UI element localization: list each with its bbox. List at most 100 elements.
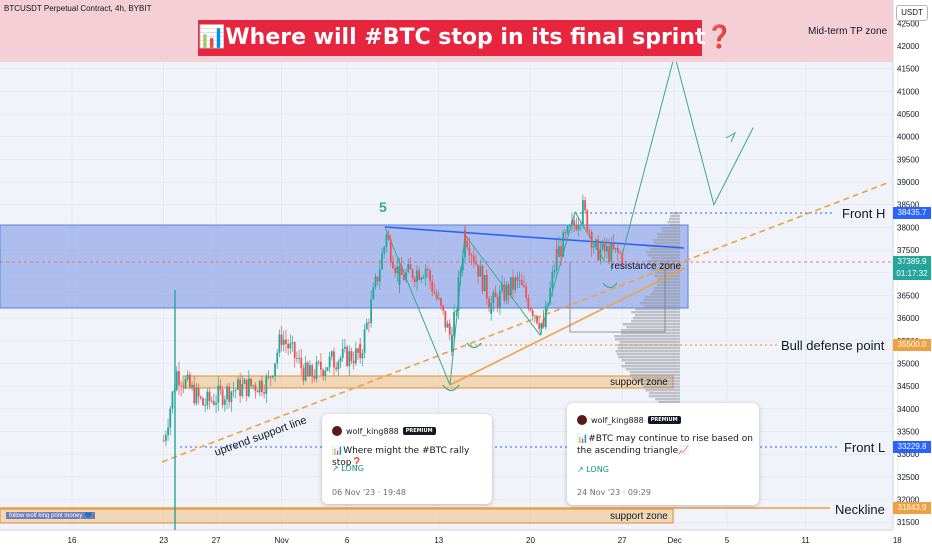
projection-path xyxy=(621,53,754,255)
candle-body xyxy=(230,391,233,402)
volume-profile-bar xyxy=(653,239,680,242)
time-tick-label: 6 xyxy=(345,536,350,545)
volume-profile-bar xyxy=(653,287,680,290)
candle-body xyxy=(322,369,324,376)
front-h-price-tag: 38435.7 xyxy=(893,207,931,219)
candle-body xyxy=(592,246,595,248)
candle-body xyxy=(420,277,423,280)
candle-body xyxy=(213,400,215,405)
volume-profile-bar xyxy=(667,221,680,224)
candle-body xyxy=(540,323,543,329)
candle-body xyxy=(389,239,392,262)
candle-body xyxy=(335,367,338,370)
idea-author[interactable]: wolf_king888 xyxy=(591,415,644,425)
candle-body xyxy=(494,292,497,297)
idea-card-1[interactable]: wolf_king888 PREMIUM 📊Where might the #B… xyxy=(322,414,492,504)
candle-body xyxy=(167,427,169,436)
candle-body xyxy=(499,291,501,308)
volume-profile-bar xyxy=(617,344,680,347)
avatar xyxy=(577,415,587,425)
price-tick-label: 42000 xyxy=(897,42,920,51)
candle-body xyxy=(422,277,425,279)
candle-body xyxy=(599,249,602,261)
candle-body xyxy=(424,269,427,271)
candle-body xyxy=(479,265,482,277)
candle-body xyxy=(271,375,274,378)
candle-body xyxy=(348,351,351,367)
candle-body xyxy=(298,357,300,359)
candle-body xyxy=(368,322,370,324)
price-tick-label: 33500 xyxy=(897,427,920,436)
volume-profile-bar xyxy=(621,329,680,332)
candle-body xyxy=(571,220,573,226)
candle-body xyxy=(363,329,366,354)
volume-profile-bar xyxy=(639,302,680,305)
candle-body xyxy=(551,272,554,288)
candle-body xyxy=(396,266,399,274)
candle-body xyxy=(503,284,506,301)
idea-card-2[interactable]: wolf_king888 PREMIUM 📊#BTC may continue … xyxy=(567,403,759,505)
idea-author[interactable]: wolf_king888 xyxy=(346,426,399,436)
follow-banner[interactable]: follow wolf king print money 💙 xyxy=(6,512,95,519)
candle-body xyxy=(536,315,538,324)
volume-profile-bar xyxy=(625,362,680,365)
candle-body xyxy=(544,305,547,328)
volume-profile-bar xyxy=(631,311,680,314)
price-tick-label: 39000 xyxy=(897,178,920,187)
candle-body xyxy=(518,279,521,281)
candle-body xyxy=(219,385,222,390)
idea-author-row: wolf_king888 PREMIUM xyxy=(577,415,681,425)
bull-defense-price-tag: 35500.0 xyxy=(893,339,931,351)
candle-body xyxy=(426,269,429,271)
volume-profile-bar xyxy=(634,314,680,317)
candle-body xyxy=(437,298,440,299)
candle-body xyxy=(512,277,514,290)
volume-profile-bar xyxy=(631,377,680,380)
candle-body xyxy=(603,241,606,252)
candle-body xyxy=(440,298,442,306)
currency-selector[interactable]: USDT xyxy=(896,5,928,21)
candle-body xyxy=(234,389,237,391)
price-tick-label: 33000 xyxy=(897,450,920,459)
candle-body xyxy=(601,241,604,250)
candle-body xyxy=(193,384,196,404)
candle-body xyxy=(472,255,475,263)
candle-body xyxy=(608,246,610,262)
time-tick-label: 23 xyxy=(159,536,168,545)
volume-profile-bar xyxy=(658,401,680,404)
volume-profile-bar xyxy=(643,299,680,302)
avatar xyxy=(332,426,342,436)
ascending-support-line xyxy=(449,267,686,386)
candle-body xyxy=(621,253,624,264)
idea-title[interactable]: 📊Where might the #BTC rally stop❓ xyxy=(332,446,470,468)
bull-defense-label: Bull defense point xyxy=(781,338,885,353)
volume-profile-bar xyxy=(645,389,680,392)
candle-body xyxy=(446,323,449,328)
candle-body xyxy=(392,261,394,269)
candle-body xyxy=(573,220,576,226)
volume-profile-bar xyxy=(646,251,680,254)
time-tick-label: 13 xyxy=(434,536,443,545)
front-l-price-tag: 33229.8 xyxy=(893,441,931,453)
volume-profile-bar xyxy=(635,308,680,311)
candle-body xyxy=(490,303,493,314)
candle-body xyxy=(381,253,383,270)
volume-profile-bar xyxy=(649,392,680,395)
candle-body xyxy=(215,402,217,405)
candle-body xyxy=(407,264,410,273)
volume-profile-bar xyxy=(617,347,680,350)
candle-body xyxy=(217,385,220,403)
volume-profile-bar xyxy=(662,230,680,233)
candle-body xyxy=(180,385,183,387)
candle-body xyxy=(435,293,438,299)
candle-body xyxy=(280,334,283,345)
candle-body xyxy=(285,339,287,344)
candle-body xyxy=(328,356,331,368)
candle-body xyxy=(405,272,407,281)
candle-body xyxy=(208,391,211,401)
candle-body xyxy=(278,334,281,353)
candle-body xyxy=(475,262,477,265)
idea-title[interactable]: 📊#BTC may continue to rise based on the … xyxy=(577,434,753,456)
candle-body xyxy=(492,292,495,304)
candle-body xyxy=(481,265,484,292)
